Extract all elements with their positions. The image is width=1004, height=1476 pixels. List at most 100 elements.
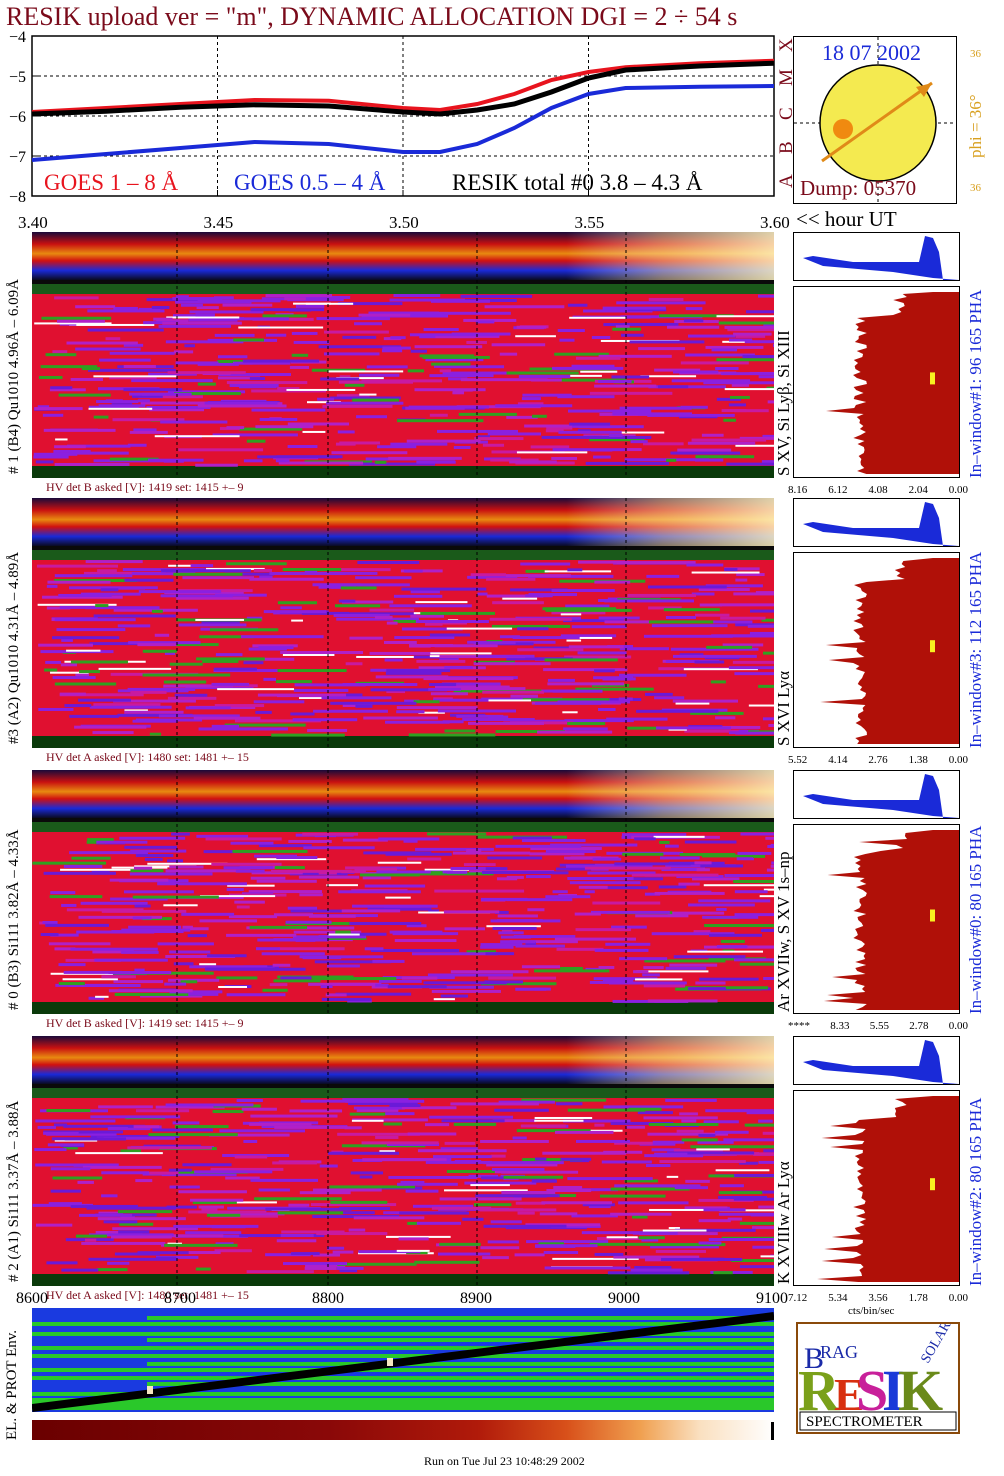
spectrogram-texel bbox=[614, 862, 691, 866]
spectrogram-texel bbox=[401, 976, 438, 980]
spectrogram-texel bbox=[501, 928, 513, 932]
spectrogram-texel bbox=[489, 617, 572, 621]
spectrogram-texel bbox=[33, 452, 78, 456]
spectrogram-texel bbox=[320, 571, 378, 575]
spectrogram-texel bbox=[423, 328, 459, 332]
spectrogram-texel bbox=[228, 893, 287, 897]
spectrogram-texel bbox=[744, 340, 791, 344]
spectrogram-texel bbox=[353, 1216, 425, 1220]
spectrogram-texel bbox=[70, 660, 128, 664]
spectrogram-texel bbox=[629, 340, 705, 344]
spectrogram-texel bbox=[45, 660, 62, 664]
spectrogram-texel bbox=[35, 460, 54, 464]
spectrum-strip-flare bbox=[32, 770, 774, 818]
spectrogram-texel bbox=[87, 838, 114, 842]
spectrogram-texel bbox=[135, 853, 174, 857]
spectrogram-texel bbox=[521, 1098, 607, 1102]
profile-shape bbox=[820, 558, 959, 744]
spectrogram-texel bbox=[733, 1197, 806, 1201]
spectrogram-texel bbox=[766, 868, 805, 872]
spectrogram-texel bbox=[276, 856, 318, 860]
spectrogram-texel bbox=[695, 455, 755, 459]
spectrogram-texel bbox=[517, 648, 584, 652]
spectrogram-texel bbox=[168, 1168, 192, 1172]
spectrogram-texel bbox=[295, 304, 325, 308]
spectrogram-texel bbox=[213, 667, 257, 671]
spectrogram-texel bbox=[669, 963, 718, 967]
spectrogram-texel bbox=[53, 449, 91, 453]
spectrogram-edge bbox=[32, 550, 774, 560]
spectrogram-texel bbox=[250, 1114, 338, 1118]
spectrogram-texel bbox=[603, 1105, 684, 1109]
spectrogram-texel bbox=[525, 941, 536, 945]
spectrogram-texel bbox=[43, 1131, 79, 1135]
spectrogram-texel bbox=[316, 317, 390, 321]
spectrogram-texel bbox=[763, 977, 835, 981]
spectrogram-texel bbox=[429, 1115, 514, 1119]
spectrogram-texel bbox=[639, 1232, 718, 1236]
spectrogram-texel bbox=[120, 1149, 141, 1153]
spectrogram-texel bbox=[726, 462, 778, 466]
spectrogram-texel bbox=[356, 655, 445, 658]
spectrogram-texel bbox=[680, 405, 708, 409]
spectrogram-texel bbox=[288, 1203, 310, 1207]
spectrogram-texel bbox=[383, 1122, 402, 1126]
spectrogram-texel bbox=[376, 870, 454, 874]
pha-histogram bbox=[793, 498, 960, 547]
spectrogram-texel bbox=[687, 950, 764, 953]
spectrogram-texel bbox=[164, 1243, 238, 1247]
spectrogram-texel bbox=[154, 633, 170, 637]
spectrogram-texel bbox=[287, 445, 318, 449]
spectrogram-texel bbox=[494, 1170, 539, 1174]
spectrogram-texel bbox=[66, 649, 101, 652]
spectrogram-texel bbox=[196, 834, 249, 838]
spectrogram-texel bbox=[58, 593, 112, 597]
spectrogram-texel bbox=[723, 945, 788, 949]
spectrum-profile bbox=[793, 286, 960, 478]
spectrogram-texel bbox=[32, 1203, 93, 1207]
spectrogram-texel bbox=[416, 659, 466, 663]
spectrogram-texel bbox=[299, 955, 384, 959]
spectrogram-texel bbox=[188, 1251, 221, 1255]
spectrogram-texel bbox=[389, 1104, 421, 1108]
spectrogram-texel bbox=[273, 979, 321, 983]
spectrogram-texel bbox=[645, 692, 673, 696]
spectrogram-texel bbox=[127, 443, 147, 447]
spectrogram-texel bbox=[281, 1230, 345, 1234]
spectrogram-texel bbox=[485, 867, 508, 871]
spectrogram-texel bbox=[54, 296, 99, 300]
spectrogram-texel bbox=[61, 638, 73, 642]
spectrogram-texel bbox=[574, 912, 601, 916]
spectrogram-texel bbox=[661, 868, 703, 872]
spectrogram-texel bbox=[252, 644, 298, 648]
spectrogram-texel bbox=[619, 647, 669, 651]
spectrogram-texel bbox=[509, 460, 557, 464]
spectrogram-texel bbox=[404, 699, 420, 703]
spectrogram-texel bbox=[575, 928, 632, 932]
pha-tick-label: 2.78 bbox=[909, 1020, 929, 1032]
profile-marker bbox=[930, 372, 935, 385]
spectrogram-texel bbox=[554, 352, 609, 356]
spectrogram-texel bbox=[56, 319, 105, 323]
spectrogram-texel bbox=[423, 981, 507, 985]
spectrogram-texel bbox=[719, 1209, 806, 1212]
pha-tick-label: 0.00 bbox=[948, 1292, 968, 1304]
strip-separator bbox=[32, 280, 774, 284]
in-window-label: In–window#2: 80 165 PHA bbox=[966, 1097, 985, 1286]
spectrogram-texel bbox=[694, 861, 712, 865]
spectrogram-texel bbox=[132, 895, 219, 899]
spectrogram-texel bbox=[54, 947, 76, 951]
spectrogram-texel bbox=[217, 355, 248, 359]
spectrogram-texel bbox=[277, 975, 354, 979]
spectrogram-texel bbox=[440, 1147, 478, 1151]
spectrogram-texel bbox=[619, 406, 692, 410]
spectrogram-texel bbox=[167, 696, 217, 700]
x-tick-label: 3.40 bbox=[18, 213, 48, 232]
spectrogram-texel bbox=[474, 437, 524, 441]
spectrogram-texel bbox=[647, 1132, 729, 1136]
spectrogram-texel bbox=[539, 1212, 578, 1216]
spectrogram-texel bbox=[760, 1255, 813, 1258]
bottom-x-tick-label: 9000 bbox=[608, 1290, 640, 1307]
pha-ticks: 7.12 5.34 3.56 1.78 0.00 bbox=[788, 1292, 968, 1304]
spectrogram-texel bbox=[453, 446, 471, 450]
